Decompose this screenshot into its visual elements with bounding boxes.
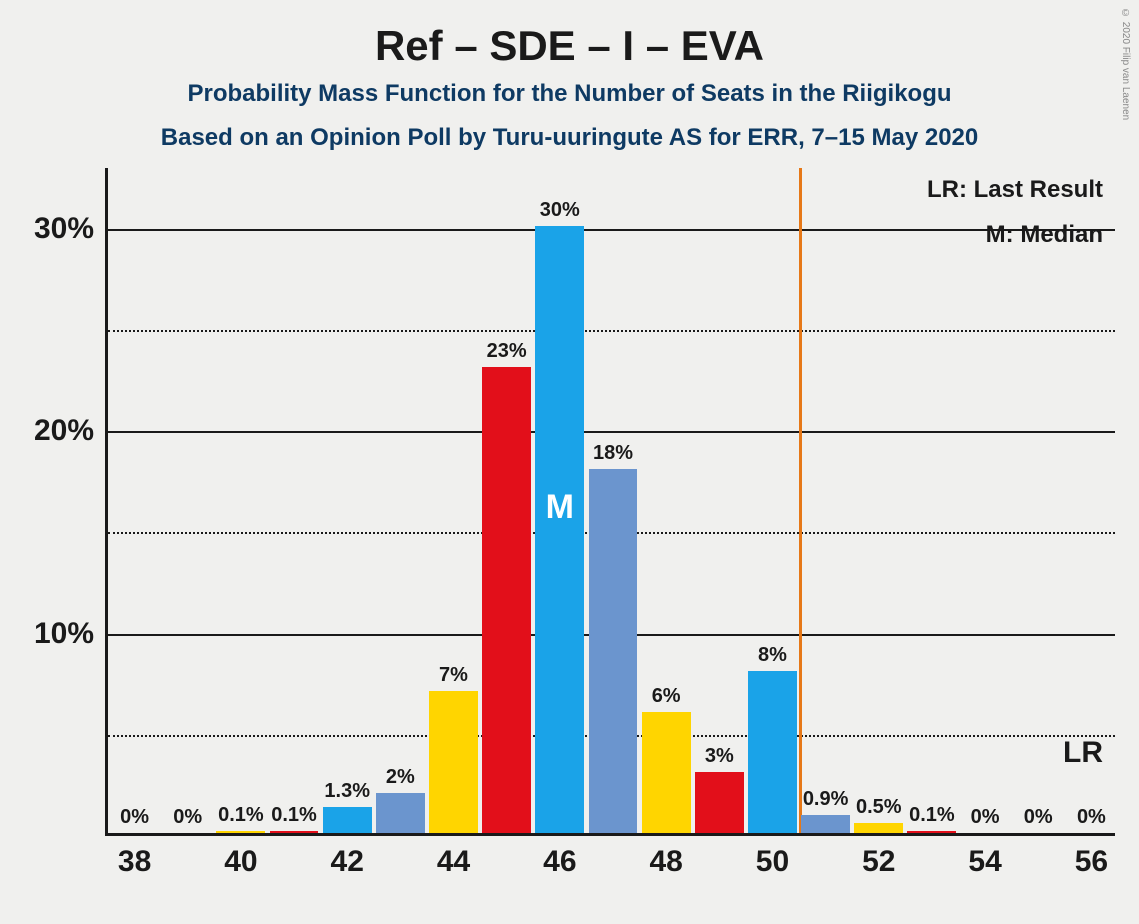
legend-item: M: Median [986, 221, 1103, 249]
bar-value-label: 0% [173, 806, 202, 833]
x-tick-label: 42 [331, 833, 364, 879]
chart-axes: 10%20%30%38404244464850525456LR0%0%0.1%0… [105, 168, 1115, 836]
bar-value-label: 1.3% [324, 780, 370, 807]
bar-value-label: 7% [439, 664, 468, 691]
bar-value-label: 0.5% [856, 796, 902, 823]
bar: 0.1% [907, 831, 956, 833]
bar-value-label: 0% [971, 806, 1000, 833]
copyright-text: © 2020 Filip van Laenen [1120, 8, 1131, 120]
bar: 0.1% [270, 831, 319, 833]
bar: 0.5% [854, 823, 903, 833]
x-tick-label: 54 [968, 833, 1001, 879]
chart-subtitle-2: Based on an Opinion Poll by Turu-uuringu… [0, 124, 1139, 152]
chart-title: Ref – SDE – I – EVA [0, 22, 1139, 70]
bar-value-label: 3% [705, 745, 734, 772]
gridline-major [108, 431, 1115, 433]
chart-plot-area: 10%20%30%38404244464850525456LR0%0%0.1%0… [105, 168, 1115, 836]
bar-value-label: 30% [540, 199, 580, 226]
chart-subtitle-1: Probability Mass Function for the Number… [0, 80, 1139, 108]
bar: 30%M [535, 226, 584, 833]
x-tick-label: 40 [224, 833, 257, 879]
x-tick-label: 46 [543, 833, 576, 879]
bar: 8% [748, 671, 797, 833]
bar: 0.1% [216, 831, 265, 833]
bar: 3% [695, 772, 744, 833]
bar-value-label: 8% [758, 644, 787, 671]
bar: 0.9% [801, 815, 850, 833]
x-tick-label: 48 [649, 833, 682, 879]
x-tick-label: 56 [1075, 833, 1108, 879]
bar-value-label: 0% [1024, 806, 1053, 833]
bar-value-label: 0.9% [803, 788, 849, 815]
bar-value-label: 6% [652, 685, 681, 712]
bar: 18% [589, 469, 638, 833]
median-marker: M [546, 488, 574, 527]
bar-value-label: 0% [1077, 806, 1106, 833]
bar: 2% [376, 793, 425, 833]
last-result-line [799, 168, 802, 833]
gridline-major [108, 229, 1115, 231]
legend-item: LR: Last Result [927, 176, 1103, 204]
x-tick-label: 38 [118, 833, 151, 879]
bar-value-label: 0.1% [909, 804, 955, 831]
y-tick-label: 10% [34, 617, 108, 651]
bar-value-label: 0% [120, 806, 149, 833]
bar-value-label: 18% [593, 442, 633, 469]
x-tick-label: 44 [437, 833, 470, 879]
y-tick-label: 30% [34, 212, 108, 246]
bar: 7% [429, 691, 478, 833]
bar: 6% [642, 712, 691, 833]
bar-value-label: 2% [386, 766, 415, 793]
gridline-minor [108, 330, 1115, 332]
last-result-label: LR [1063, 736, 1103, 770]
bar-value-label: 0.1% [218, 804, 264, 831]
x-tick-label: 52 [862, 833, 895, 879]
y-tick-label: 20% [34, 414, 108, 448]
bar: 1.3% [323, 807, 372, 833]
bar-value-label: 0.1% [271, 804, 317, 831]
x-tick-label: 50 [756, 833, 789, 879]
bar: 23% [482, 367, 531, 833]
bar-value-label: 23% [487, 340, 527, 367]
